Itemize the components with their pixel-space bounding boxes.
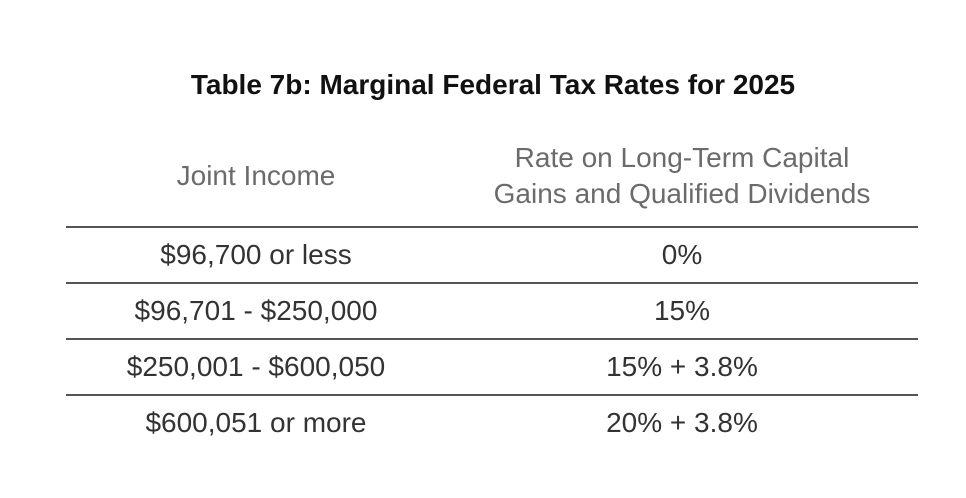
income-cell: $96,700 or less xyxy=(160,239,352,270)
table-row: $250,001 - $600,050 15% + 3.8% xyxy=(66,338,918,394)
rate-cell: 15% xyxy=(653,295,711,326)
column-header-rate-line2: Gains and Qualified Dividends xyxy=(493,178,871,209)
table-body: $96,700 or less 0% $96,701 - $250,000 15… xyxy=(66,226,918,450)
column-header-rate: Rate on Long-Term Capital Gains and Qual… xyxy=(446,132,918,220)
table-title: Table 7b: Marginal Federal Tax Rates for… xyxy=(190,69,796,100)
table-row: $600,051 or more 20% + 3.8% xyxy=(66,394,918,450)
column-header-joint-income-label: Joint Income xyxy=(176,160,336,191)
table-row: $96,700 or less 0% xyxy=(66,226,918,282)
income-cell: $250,001 - $600,050 xyxy=(126,351,386,382)
rate-cell: 20% + 3.8% xyxy=(606,407,758,438)
rate-cell: 0% xyxy=(661,239,703,270)
table-row: $96,701 - $250,000 15% xyxy=(66,282,918,338)
income-cell: $96,701 - $250,000 xyxy=(134,295,378,326)
column-header-rate-label: Rate on Long-Term Capital Gains and Qual… xyxy=(494,140,871,212)
rate-cell: 15% + 3.8% xyxy=(606,351,758,382)
column-header-rate-line1: Rate on Long-Term Capital xyxy=(514,142,850,173)
column-header-joint-income: Joint Income xyxy=(66,132,446,220)
income-cell: $600,051 or more xyxy=(145,407,367,438)
